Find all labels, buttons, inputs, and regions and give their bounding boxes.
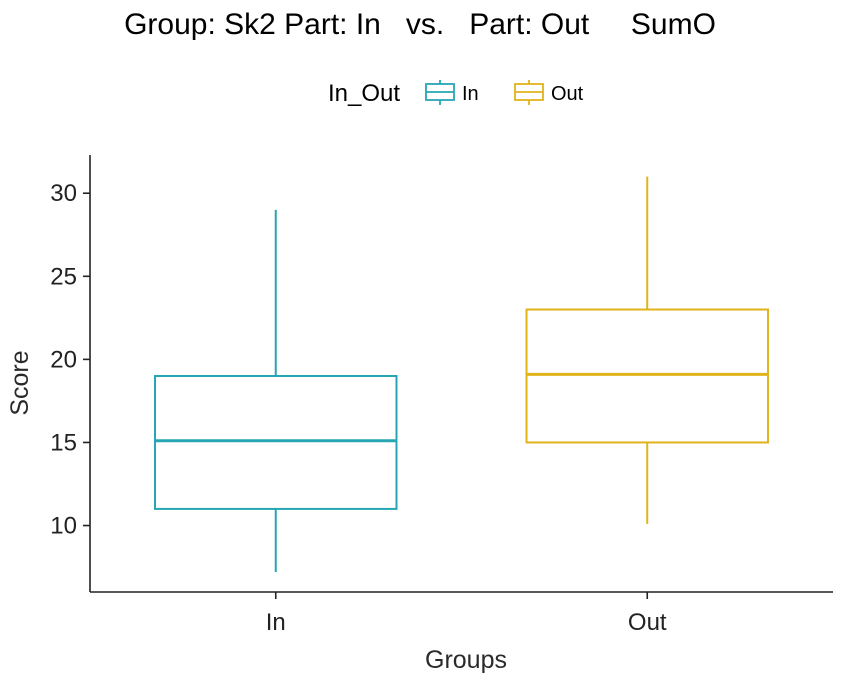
legend-title: In_Out xyxy=(328,80,400,107)
box-in xyxy=(154,209,398,573)
boxes xyxy=(154,176,769,573)
plot-area: 10 15 20 25 30 In Out xyxy=(50,155,833,636)
legend: In_Out In Out xyxy=(328,80,584,107)
y-tick-label: 30 xyxy=(50,180,77,207)
x-axis-ticks: In Out xyxy=(266,592,667,636)
iqr-box xyxy=(525,308,769,444)
y-tick-label: 15 xyxy=(50,429,77,456)
legend-label: Out xyxy=(551,83,584,105)
y-axis-ticks: 10 15 20 25 30 xyxy=(50,180,90,540)
legend-entry-in: In xyxy=(425,80,479,105)
y-tick-label: 20 xyxy=(50,346,77,373)
legend-label: In xyxy=(462,83,479,105)
y-tick-label: 10 xyxy=(50,513,77,540)
box-out xyxy=(525,176,769,524)
legend-entries: In Out xyxy=(425,80,584,105)
chart-title: Group: Sk2 Part: In vs. Part: Out SumO xyxy=(124,8,716,41)
legend-entry-out: Out xyxy=(514,80,584,105)
y-tick-label: 25 xyxy=(50,263,77,290)
x-tick-label: In xyxy=(266,609,286,636)
y-axis-label: Score xyxy=(6,350,34,415)
iqr-box xyxy=(154,374,398,510)
x-tick-label: Out xyxy=(628,609,667,636)
x-axis-label: Groups xyxy=(425,646,507,674)
